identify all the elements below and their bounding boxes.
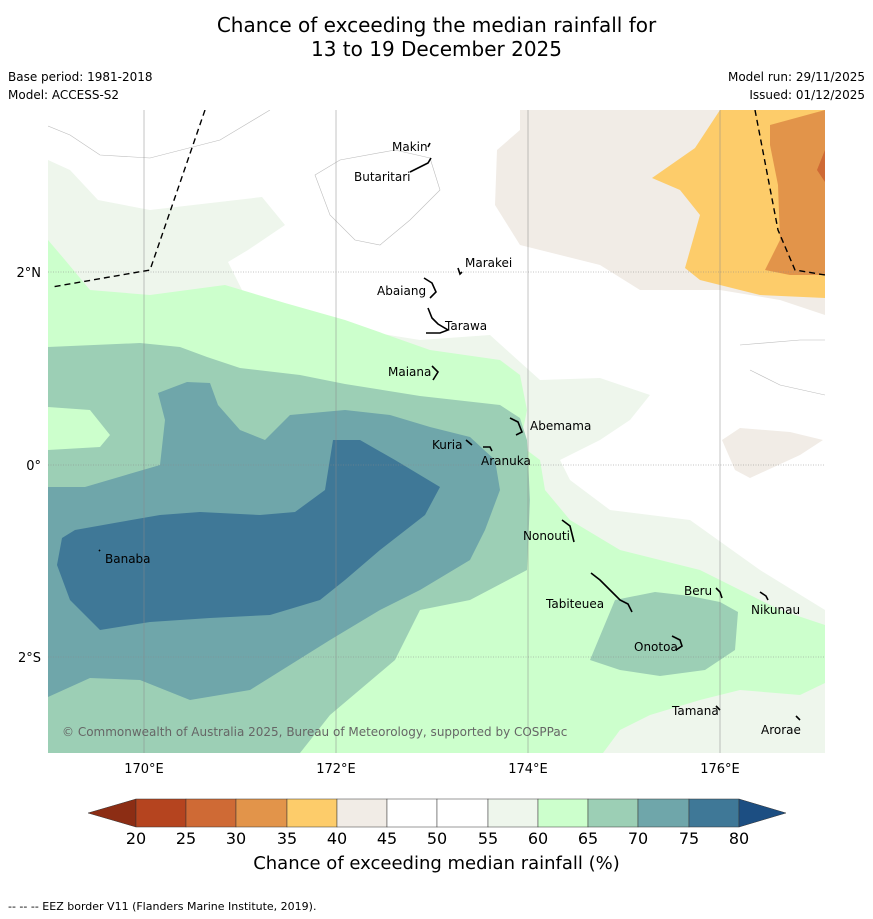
- title-line-1: Chance of exceeding the median rainfall …: [216, 13, 657, 37]
- map-area: [48, 110, 825, 753]
- label-beru: Beru: [684, 584, 712, 598]
- label-abaiang: Abaiang: [377, 284, 426, 298]
- colorbar-band-70-75: [637, 798, 690, 828]
- colorbar-band-20-25: [135, 798, 187, 828]
- island-outlines: [98, 142, 801, 721]
- lon-tick-174e: 174°E: [508, 762, 548, 777]
- label-kuria: Kuria: [432, 438, 463, 452]
- colorbar-band-25-30: [185, 798, 237, 828]
- label-abemama: Abemama: [530, 419, 591, 433]
- label-tarawa: Tarawa: [444, 319, 487, 333]
- label-butaritari: Butaritari: [354, 170, 411, 184]
- colorbar-high-extension: [738, 798, 787, 828]
- colorbar: [87, 798, 787, 828]
- cb-tick-75: 75: [679, 829, 699, 848]
- band-25-30: [817, 150, 825, 182]
- cb-tick-30: 30: [226, 829, 246, 848]
- band-65-70-south: [590, 592, 738, 676]
- cb-tick-20: 20: [126, 829, 146, 848]
- eez-borders: [51, 110, 825, 288]
- cb-tick-25: 25: [176, 829, 196, 848]
- lon-tick-172e: 172°E: [316, 762, 356, 777]
- model-run: Model run: 29/11/2025: [727, 70, 865, 84]
- label-aranuka: Aranuka: [481, 454, 531, 468]
- colorbar-band-35-40: [286, 798, 338, 828]
- cb-tick-60: 60: [528, 829, 548, 848]
- colorbar-title: Chance of exceeding median rainfall (%): [253, 853, 620, 874]
- cb-tick-70: 70: [628, 829, 648, 848]
- colorbar-band-30-35: [235, 798, 288, 828]
- label-makin: Makin: [392, 140, 428, 154]
- cb-tick-50: 50: [427, 829, 447, 848]
- label-tamana: Tamana: [671, 704, 719, 718]
- band-30-35: [765, 110, 825, 275]
- lon-tick-170e: 170°E: [124, 762, 164, 777]
- band-60-65-west: [48, 407, 110, 450]
- lat-tick-0: 0°: [26, 459, 41, 474]
- label-maiana: Maiana: [388, 365, 431, 379]
- cb-tick-45: 45: [377, 829, 397, 848]
- label-marakei: Marakei: [465, 256, 512, 270]
- cb-tick-80: 80: [729, 829, 749, 848]
- model-name: Model: ACCESS-S2: [8, 88, 120, 102]
- colorbar-ticks: 20 25 30 35 40 45 50 55 60 65 70 75 80: [126, 829, 749, 848]
- band-40-45-east: [722, 428, 823, 478]
- eez-footnote: -- -- -- EEZ border V11 (Flanders Marine…: [8, 900, 317, 913]
- colorbar-low-extension: [87, 798, 137, 828]
- copyright-notice: © Commonwealth of Australia 2025, Bureau…: [62, 725, 567, 739]
- cb-tick-65: 65: [578, 829, 598, 848]
- issued-date: Issued: 01/12/2025: [749, 88, 865, 102]
- label-onotoa: Onotoa: [634, 640, 678, 654]
- island-labels: Makin Butaritari Marakei Abaiang Tarawa …: [105, 140, 801, 737]
- graticule: [48, 110, 825, 753]
- colorbar-band-50-55: [436, 798, 489, 828]
- label-banaba: Banaba: [105, 552, 151, 566]
- label-arorae: Arorae: [761, 723, 801, 737]
- band-75-80: [57, 440, 440, 630]
- colorbar-band-75-80: [688, 798, 740, 828]
- label-nikunau: Nikunau: [751, 603, 800, 617]
- base-period: Base period: 1981-2018: [8, 70, 153, 84]
- label-nonouti: Nonouti: [523, 529, 570, 543]
- colorbar-band-45-50: [386, 798, 438, 828]
- contour-lines: [48, 110, 825, 396]
- lat-tick-2n: 2°N: [17, 266, 42, 281]
- title-line-2: 13 to 19 December 2025: [310, 37, 562, 61]
- colorbar-band-65-70: [587, 798, 639, 828]
- axis-labels: 170°E 172°E 174°E 176°E 2°N 0° 2°S: [17, 266, 740, 777]
- lat-tick-2s: 2°S: [18, 651, 41, 666]
- label-tabiteuea: Tabiteuea: [545, 597, 604, 611]
- colorbar-band-60-65: [537, 798, 589, 828]
- cb-tick-55: 55: [478, 829, 498, 848]
- colorbar-band-55-60: [487, 798, 539, 828]
- cb-tick-35: 35: [277, 829, 297, 848]
- colorbar-band-40-45: [336, 798, 388, 828]
- lon-tick-176e: 176°E: [700, 762, 740, 777]
- cb-tick-40: 40: [327, 829, 347, 848]
